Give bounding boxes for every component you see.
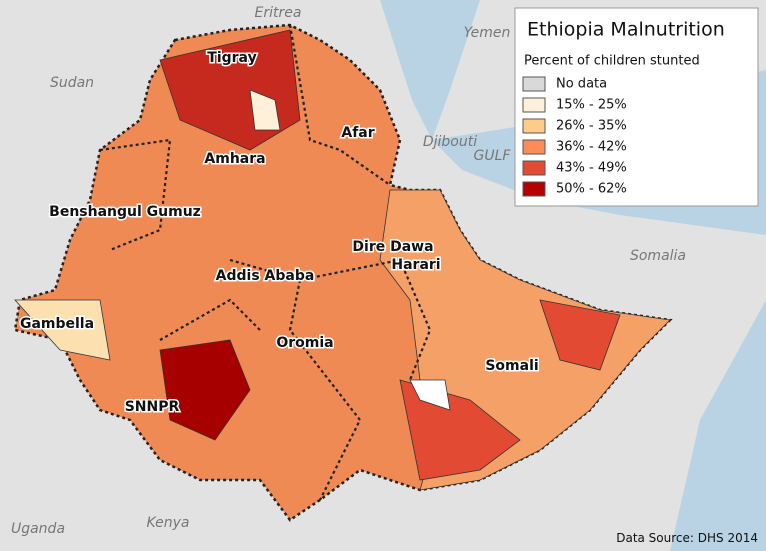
legend-swatch bbox=[522, 76, 546, 92]
indian-ocean bbox=[670, 300, 766, 551]
legend-label: 26% - 35% bbox=[556, 119, 627, 134]
legend-label: 50% - 62% bbox=[556, 182, 627, 197]
region-label: Benshangul Gumuz bbox=[49, 204, 201, 220]
region-label: SNNPR bbox=[125, 399, 180, 415]
legend-title: Ethiopia Malnutrition bbox=[527, 19, 725, 41]
country-label: Somalia bbox=[630, 248, 686, 264]
country-label: Sudan bbox=[50, 75, 94, 91]
legend-swatch bbox=[522, 97, 546, 113]
region-label: Addis Ababa bbox=[216, 268, 315, 284]
country-label: Djibouti bbox=[423, 134, 477, 150]
legend-label: 36% - 42% bbox=[556, 140, 627, 155]
legend-swatch bbox=[522, 160, 546, 176]
country-label: Eritrea bbox=[255, 5, 302, 21]
region-label: Somali bbox=[485, 358, 538, 374]
legend-label: 15% - 25% bbox=[556, 98, 627, 113]
legend-box bbox=[514, 7, 759, 207]
legend-swatch bbox=[522, 181, 546, 197]
region-label: Amhara bbox=[204, 151, 265, 167]
data-source: Data Source: DHS 2014 bbox=[616, 531, 758, 545]
east-patch bbox=[539, 299, 621, 371]
region-borders bbox=[99, 24, 432, 501]
region-label: Dire Dawa bbox=[352, 239, 433, 255]
legend-label: 43% - 49% bbox=[556, 161, 627, 176]
legend-swatch bbox=[522, 118, 546, 134]
country-label: Kenya bbox=[146, 515, 189, 531]
no-data-patch bbox=[409, 379, 451, 411]
south-patch bbox=[399, 379, 521, 481]
region-label: Oromia bbox=[276, 335, 333, 351]
region-label: Tigray bbox=[207, 50, 256, 66]
legend-label: No data bbox=[556, 77, 607, 92]
region-label: Afar bbox=[341, 125, 374, 141]
legend-subtitle: Percent of children stunted bbox=[524, 54, 700, 69]
red-sea bbox=[380, 0, 480, 140]
snnpr-patch bbox=[159, 339, 251, 441]
light-patch bbox=[249, 89, 281, 131]
legend-swatch bbox=[522, 139, 546, 155]
west-patch bbox=[14, 299, 111, 361]
country-label: Yemen bbox=[464, 25, 511, 41]
region-label: Gambella bbox=[20, 316, 94, 332]
water-label: GULF bbox=[474, 148, 512, 164]
legend: Ethiopia Malnutrition Percent of childre… bbox=[514, 7, 759, 207]
country-label: Uganda bbox=[11, 521, 65, 537]
region-label: Harari bbox=[391, 257, 440, 273]
